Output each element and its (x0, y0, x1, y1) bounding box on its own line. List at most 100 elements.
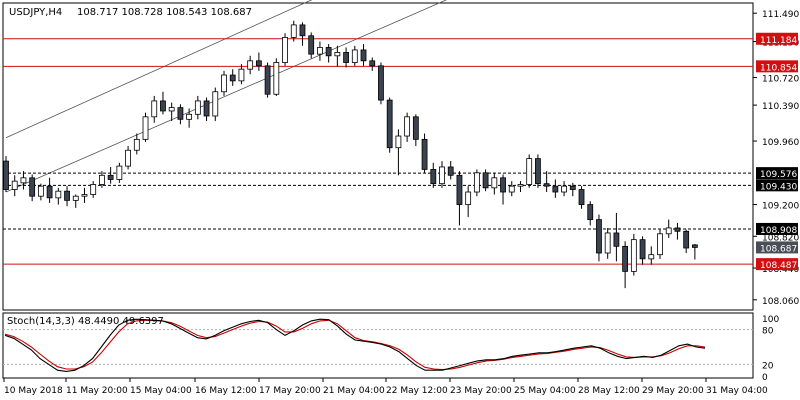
level-label-red-1: 110.854 (760, 63, 797, 73)
candle-body-bear (160, 100, 166, 112)
candle (482, 169, 489, 192)
stochastic-oscillator: 100 80 20 0 (3, 315, 779, 383)
candle (186, 108, 193, 128)
candle-body-bear (255, 60, 262, 67)
candle (587, 201, 594, 226)
candle (282, 33, 288, 66)
horizontal-levels[interactable] (3, 38, 753, 265)
candle-body-bull (630, 239, 637, 272)
candle-body-bull (142, 116, 149, 140)
candle (194, 95, 201, 120)
candle (72, 194, 79, 208)
candle-body-bull (125, 149, 131, 167)
candle (107, 166, 114, 184)
candle (622, 241, 629, 289)
channel-upper-line[interactable] (5, 0, 599, 139)
candle (177, 104, 184, 125)
level-label-dashed-2-box (756, 222, 798, 235)
candle-body-bear (412, 116, 419, 140)
candle (535, 154, 541, 188)
candle (290, 20, 297, 42)
stoch-main-line (4, 318, 706, 372)
candle (325, 44, 332, 63)
candle (421, 133, 428, 173)
candle-body-bear (229, 74, 236, 82)
candle-body-bull (465, 191, 472, 205)
candlestick-series[interactable] (3, 20, 698, 289)
time-tick-label: 21 May 04:00 (323, 386, 385, 396)
level-label-red-2-box (756, 258, 798, 271)
price-tick-label: 109.960 (762, 138, 799, 148)
candle (125, 146, 131, 170)
candle (3, 156, 9, 193)
channel-lower-line[interactable] (5, 0, 494, 193)
candle-body-bear (622, 245, 629, 272)
candle (596, 214, 602, 262)
candle-body-bull (657, 233, 663, 256)
candle (133, 133, 140, 155)
price-tick-label: 111.490 (762, 10, 799, 20)
candle-body-bear (29, 177, 36, 197)
candle-body-bull (282, 37, 288, 63)
stoch-tick-label: 20 (762, 361, 774, 371)
stoch-title: Stoch(14,3,3) 48.4490 49.6397 (7, 316, 164, 327)
candle-body-bull (247, 60, 254, 70)
candle (639, 236, 646, 265)
candle-body-bull (186, 113, 193, 120)
candle-body-bull (212, 91, 219, 117)
candle-body-bear (299, 24, 306, 37)
stoch-panel-frame (2, 312, 754, 379)
time-tick-label: 22 May 12:00 (386, 386, 448, 396)
candle (351, 45, 358, 66)
candle-body-bear (430, 169, 437, 185)
candle (526, 154, 533, 188)
time-tick-label: 11 May 20:00 (66, 386, 128, 396)
stoch-tick-label: 0 (762, 373, 768, 383)
candle-body-bear (343, 52, 349, 63)
candle-body-bull (404, 116, 411, 137)
candle (64, 186, 70, 207)
candle-body-bull (334, 52, 341, 57)
candle (674, 222, 681, 240)
level-label-dashed-0-box (756, 167, 798, 180)
candle (81, 187, 88, 203)
candle-body-bull (151, 100, 158, 118)
main-chart-frame (2, 2, 754, 311)
candle (465, 186, 472, 218)
candle-body-bear (543, 183, 550, 187)
level-label-dashed-2: 108.908 (760, 226, 797, 236)
candle-body-bull (395, 135, 402, 149)
candle-body-bear (107, 174, 114, 180)
candle-body-bear (447, 166, 454, 176)
candle-body-bull (55, 190, 62, 199)
candle-body-bull (473, 172, 480, 193)
candle-body-bull (194, 100, 201, 115)
candle (378, 62, 384, 105)
price-tick-label: 110.390 (762, 102, 799, 112)
symbol-timeframe-label: USDJPY,H4 (9, 7, 62, 18)
candle-body-bull (20, 177, 27, 184)
candle (203, 97, 210, 121)
level-label-dashed-0: 109.576 (760, 170, 797, 180)
candle-body-bull (604, 232, 611, 254)
level-label-red-1-box (756, 60, 798, 73)
candle-body-bear (683, 230, 690, 249)
candle (395, 129, 402, 176)
candle (29, 174, 36, 202)
level-label-dashed-1: 109.430 (760, 182, 797, 192)
candle (264, 62, 271, 98)
candle (168, 102, 175, 121)
stoch-tick-label: 100 (762, 315, 779, 325)
time-tick-label: 29 May 20:00 (642, 386, 704, 396)
candle-body-bear (674, 227, 681, 232)
regression-channel[interactable] (5, 0, 599, 193)
candle (430, 162, 437, 188)
candle (683, 229, 690, 254)
candle-body-bear (500, 177, 506, 193)
candle-body-bear (386, 99, 393, 149)
time-tick-label: 16 May 12:00 (195, 386, 257, 396)
candle-body-bull (238, 68, 245, 82)
candle (613, 212, 620, 262)
level-label-red-2: 108.487 (760, 261, 797, 271)
